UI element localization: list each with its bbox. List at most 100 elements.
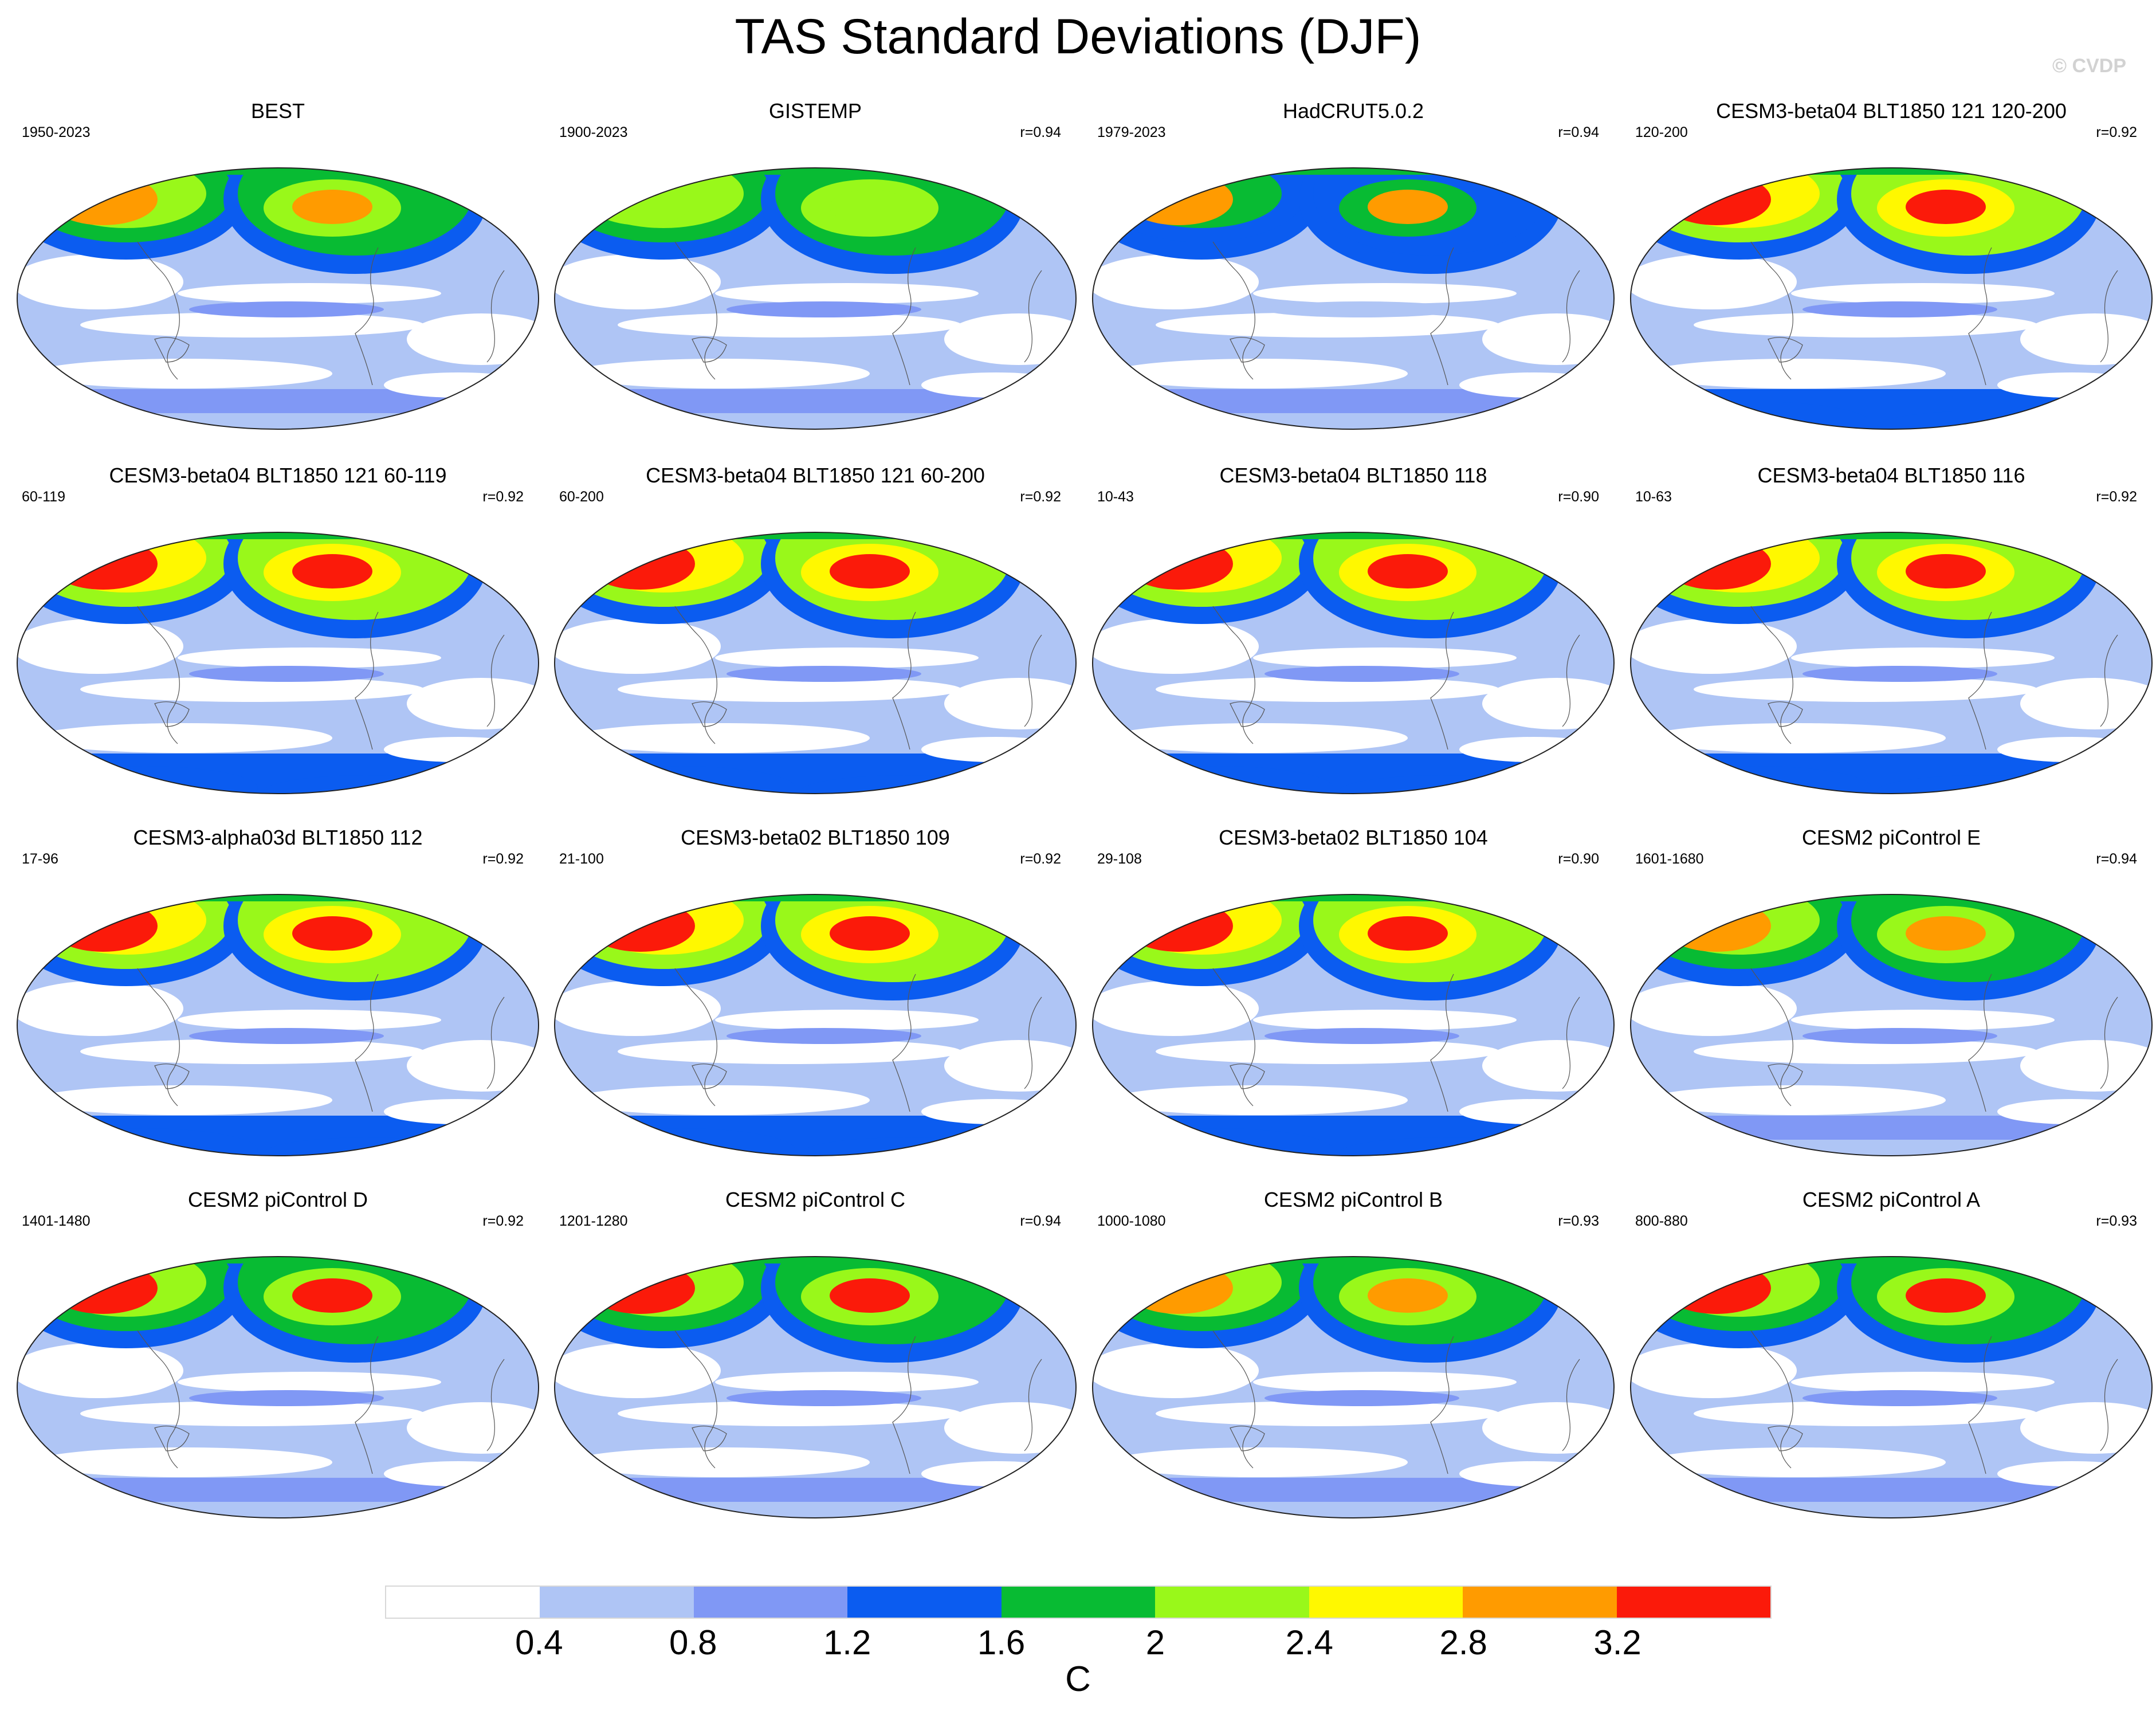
map-contour-field xyxy=(1631,532,2152,794)
panel-period: 29-108 xyxy=(1097,851,1142,867)
map-panel: CESM3-beta04 BLT1850 118 10-43 r=0.90 xyxy=(1087,463,1620,818)
map-plot xyxy=(17,167,539,430)
map-plot xyxy=(1630,532,2153,794)
colorbar-box xyxy=(386,1587,540,1618)
map-plot xyxy=(17,894,539,1156)
coastlines xyxy=(137,241,505,386)
map-panel: CESM3-beta02 BLT1850 109 21-100 r=0.92 xyxy=(549,825,1082,1180)
map-contour-field xyxy=(17,532,539,794)
colorbar xyxy=(385,1586,1772,1619)
colorbar-tick-label: 2.8 xyxy=(1439,1623,1487,1662)
watermark: © CVDP xyxy=(2052,55,2126,77)
panel-title: GISTEMP xyxy=(768,99,862,123)
colorbar-box xyxy=(1616,1587,1770,1618)
map-panel: CESM2 piControl B 1000-1080 r=0.93 xyxy=(1087,1187,1620,1543)
colorbar-tick-label: 0.8 xyxy=(669,1623,717,1662)
map-plot xyxy=(1092,167,1615,430)
coastlines xyxy=(674,241,1042,386)
colorbar-tick-label: 2.4 xyxy=(1285,1623,1334,1662)
coastlines xyxy=(1750,241,2118,386)
coastlines xyxy=(674,1330,1042,1474)
map-plot xyxy=(1630,1256,2153,1518)
panel-period: 17-96 xyxy=(22,851,58,867)
map-contour-field xyxy=(1093,168,1614,429)
panel-title: BEST xyxy=(250,99,305,123)
map-panel: CESM3-beta02 BLT1850 104 29-108 r=0.90 xyxy=(1087,825,1620,1180)
coastlines xyxy=(1212,241,1580,386)
panel-title: CESM3-alpha03d BLT1850 112 xyxy=(133,826,423,849)
map-contour-field xyxy=(1631,1257,2152,1518)
page-title: TAS Standard Deviations (DJF) xyxy=(735,9,1421,64)
panel-period: 1900-2023 xyxy=(559,124,628,140)
map-plot xyxy=(1092,1256,1615,1518)
panel-title: CESM3-beta02 BLT1850 104 xyxy=(1219,826,1488,849)
coastlines xyxy=(1750,968,2118,1112)
colorbar-box xyxy=(1463,1587,1617,1618)
map-panel: CESM3-alpha03d BLT1850 112 17-96 r=0.92 xyxy=(11,825,544,1180)
map-contour-field xyxy=(1093,894,1614,1156)
map-panel: CESM3-beta04 BLT1850 116 10-63 r=0.92 xyxy=(1625,463,2156,818)
map-plot xyxy=(1630,894,2153,1156)
colorbar-box xyxy=(540,1587,694,1618)
map-panel: CESM2 piControl D 1401-1480 r=0.92 xyxy=(11,1187,544,1543)
map-contour-field xyxy=(555,532,1076,794)
map-contour-field xyxy=(555,894,1076,1156)
panel-period: 1979-2023 xyxy=(1097,124,1166,140)
panel-pattern-correlation: r=0.94 xyxy=(1020,1213,1061,1229)
panel-pattern-correlation: r=0.92 xyxy=(1020,851,1061,867)
panel-title: CESM2 piControl C xyxy=(725,1188,906,1211)
map-contour-field xyxy=(1631,894,2152,1156)
panel-title: CESM2 piControl B xyxy=(1263,1188,1443,1211)
colorbar-box xyxy=(847,1587,1002,1618)
panel-pattern-correlation: r=0.92 xyxy=(482,489,524,505)
panel-period: 800-880 xyxy=(1635,1213,1688,1229)
panel-pattern-correlation: r=0.94 xyxy=(1020,124,1061,140)
panel-title: CESM2 piControl A xyxy=(1802,1188,1981,1211)
panel-period: 120-200 xyxy=(1635,124,1688,140)
colorbar-tick-label: 1.2 xyxy=(823,1623,871,1662)
panel-title: HadCRUT5.0.2 xyxy=(1282,99,1424,123)
coastlines xyxy=(1750,1330,2118,1474)
coastlines xyxy=(1212,968,1580,1112)
coastlines xyxy=(1212,1330,1580,1474)
panel-title: CESM2 piControl E xyxy=(1801,826,1981,849)
coastlines xyxy=(1750,606,2118,750)
map-contour-field xyxy=(17,168,539,429)
map-panel: CESM3-beta04 BLT1850 121 60-119 60-119 r=0… xyxy=(11,463,544,818)
colorbar-box xyxy=(1309,1587,1463,1618)
coastlines xyxy=(137,1330,505,1474)
panel-title: CESM3-beta04 BLT1850 121 60-200 xyxy=(646,464,985,487)
panel-title: CESM3-beta04 BLT1850 121 60-119 xyxy=(109,464,447,487)
coastlines xyxy=(137,968,505,1112)
map-plot xyxy=(1092,532,1615,794)
panel-pattern-correlation: r=0.92 xyxy=(2096,489,2137,505)
panel-pattern-correlation: r=0.92 xyxy=(1020,489,1061,505)
panel-pattern-correlation: r=0.94 xyxy=(2096,851,2137,867)
panel-period: 60-200 xyxy=(559,489,604,505)
panel-pattern-correlation: r=0.94 xyxy=(1558,124,1599,140)
panel-period: 1950-2023 xyxy=(22,124,91,140)
coastlines xyxy=(674,606,1042,750)
panel-title: CESM2 piControl D xyxy=(187,1188,368,1211)
map-contour-field xyxy=(555,168,1076,429)
colorbar-tick-label: 3.2 xyxy=(1593,1623,1641,1662)
panel-period: 1401-1480 xyxy=(22,1213,91,1229)
map-contour-field xyxy=(555,1257,1076,1518)
panel-period: 60-119 xyxy=(22,489,65,505)
colorbar-tick-label: 0.4 xyxy=(515,1623,563,1662)
map-plot xyxy=(554,894,1077,1156)
panel-period: 1601-1680 xyxy=(1635,851,1704,867)
map-contour-field xyxy=(17,894,539,1156)
colorbar-unit-label: C xyxy=(1065,1659,1091,1699)
panel-period: 21-100 xyxy=(559,851,604,867)
map-panel: GISTEMP 1900-2023 r=0.94 xyxy=(549,99,1082,454)
panel-period: 1000-1080 xyxy=(1097,1213,1166,1229)
panel-title: CESM3-beta04 BLT1850 121 120-200 xyxy=(1716,99,2067,123)
map-plot xyxy=(554,1256,1077,1518)
panel-pattern-correlation: r=0.93 xyxy=(1558,1213,1599,1229)
coastlines xyxy=(674,968,1042,1112)
panel-title: CESM3-beta02 BLT1850 109 xyxy=(681,826,950,849)
panel-title: CESM3-beta04 BLT1850 116 xyxy=(1757,464,2025,487)
panel-pattern-correlation: r=0.90 xyxy=(1558,489,1599,505)
panel-pattern-correlation: r=0.92 xyxy=(482,851,524,867)
